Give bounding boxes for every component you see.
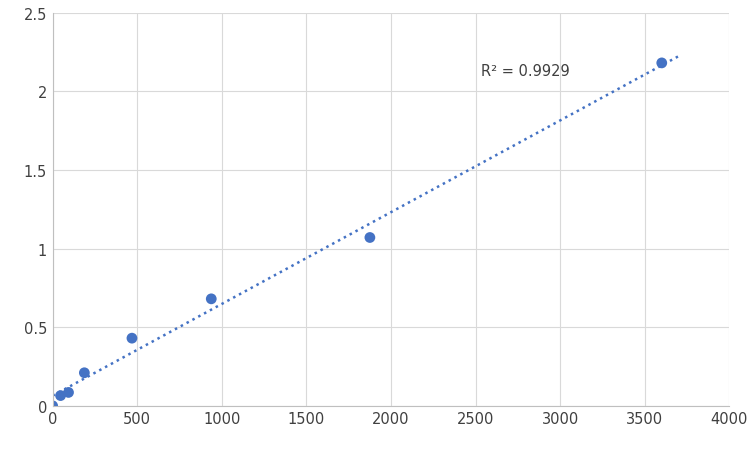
Text: R² = 0.9929: R² = 0.9929 [481,64,569,79]
Point [78,369,90,377]
Point [126,335,138,342]
Point [55,392,67,399]
Point [47,402,59,410]
Point [205,295,217,303]
Point [364,235,376,242]
Point [62,389,74,396]
Point [656,60,668,67]
